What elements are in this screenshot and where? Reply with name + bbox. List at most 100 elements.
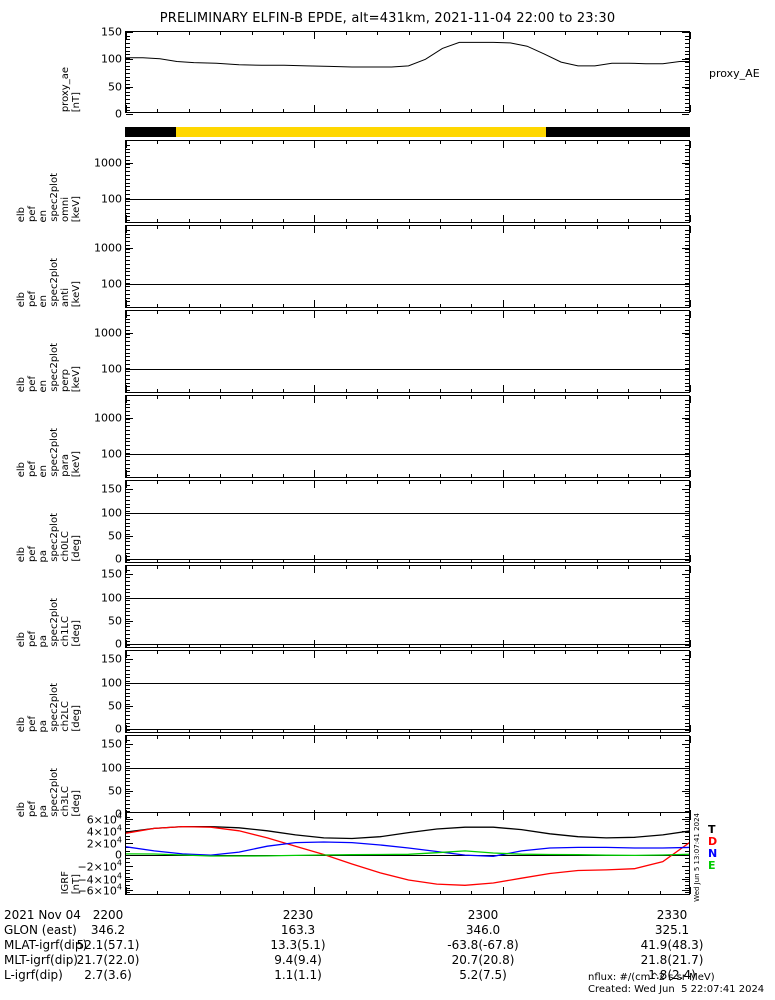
y-tick-label: 50 — [108, 614, 122, 628]
y-tick-minor — [126, 638, 130, 639]
y-tick-minor — [126, 407, 130, 408]
x-tick-minor — [565, 396, 566, 399]
x-tick-minor — [660, 566, 661, 569]
y-tick-minor — [685, 604, 689, 605]
x-tick-minor — [189, 813, 190, 816]
x-tick-minor — [157, 813, 158, 816]
y-tick-minor — [685, 330, 689, 331]
x-tick-minor — [283, 559, 284, 562]
x-tick-major — [503, 470, 504, 477]
y-tick-minor — [126, 615, 130, 616]
x-tick-minor — [283, 566, 284, 569]
y-tick-minor — [126, 475, 130, 476]
y-tick-minor — [685, 800, 689, 801]
x-tick-major — [126, 555, 127, 562]
y-tick-minor — [685, 704, 689, 705]
x-tick-minor — [597, 729, 598, 732]
y-tick-minor — [685, 256, 689, 257]
y-tick-minor — [685, 541, 689, 542]
x-tick-minor — [314, 304, 315, 307]
x-tick-minor — [503, 644, 504, 647]
x-tick-minor — [471, 109, 472, 112]
ytitle-word: [deg] — [71, 535, 82, 562]
x-tick-minor — [660, 651, 661, 654]
x-tick-minor — [252, 891, 253, 894]
y-tick-minor — [685, 349, 689, 350]
x-tick-minor — [628, 481, 629, 484]
y-tick-minor — [126, 556, 130, 557]
footer-cell: 1.8(2.4) — [648, 968, 696, 982]
y-tick-minor — [685, 379, 689, 380]
x-tick-minor — [409, 729, 410, 732]
legend-item-d: D — [708, 835, 718, 848]
x-tick-minor — [314, 226, 315, 229]
baseline-rule — [126, 729, 689, 730]
x-tick-major — [314, 555, 315, 562]
x-tick-minor — [409, 736, 410, 739]
x-tick-major — [314, 215, 315, 222]
y-tick-minor — [685, 592, 689, 593]
y-tick-minor — [126, 811, 130, 812]
y-tick-minor — [126, 781, 130, 782]
y-tick-minor — [685, 839, 689, 840]
x-tick-minor — [534, 566, 535, 569]
y-tick-minor — [685, 264, 689, 265]
y-tick-minor — [685, 194, 689, 195]
x-tick-minor — [346, 226, 347, 229]
y-tick-minor — [126, 770, 130, 771]
y-tick-minor — [685, 545, 689, 546]
y-tick-minor — [126, 685, 130, 686]
y-tick-minor — [685, 789, 689, 790]
y-tick-minor — [685, 156, 689, 157]
y-tick-minor — [685, 73, 689, 74]
y-tick-minor — [126, 851, 130, 852]
x-tick-minor — [503, 474, 504, 477]
y-tick-minor — [685, 47, 689, 48]
y-tick-minor — [126, 58, 130, 59]
y-tick-minor — [685, 400, 689, 401]
y-tick-minor — [685, 179, 689, 180]
y-tick-minor — [685, 475, 689, 476]
x-tick-minor — [660, 396, 661, 399]
x-tick-minor — [346, 729, 347, 732]
x-tick-minor — [565, 219, 566, 222]
y-tick-minor — [685, 888, 689, 889]
y-tick-minor — [685, 689, 689, 690]
x-tick-major — [126, 226, 127, 233]
y-tick-minor — [126, 759, 130, 760]
x-tick-minor — [628, 559, 629, 562]
y-tick-minor — [685, 209, 689, 210]
y-tick-minor — [126, 279, 130, 280]
x-tick-minor — [597, 389, 598, 392]
y-tick-minor — [126, 468, 130, 469]
x-tick-minor — [440, 304, 441, 307]
x-tick-minor — [660, 311, 661, 314]
y-tick-minor — [126, 619, 130, 620]
x-tick-minor — [314, 729, 315, 732]
x-tick-minor — [314, 566, 315, 569]
y-tick-minor — [685, 54, 689, 55]
y-tick-minor — [685, 319, 689, 320]
y-tick-minor — [685, 364, 689, 365]
y-tick-minor — [126, 256, 130, 257]
x-tick-minor — [597, 736, 598, 739]
x-tick-minor — [440, 644, 441, 647]
x-tick-minor — [660, 109, 661, 112]
x-tick-minor — [534, 109, 535, 112]
ytitle-word: anti — [60, 287, 71, 307]
x-tick-minor — [157, 891, 158, 894]
y-tick-label: 1000 — [94, 156, 122, 170]
footer-cell: 5.2(7.5) — [459, 968, 507, 982]
y-tick-minor — [685, 434, 689, 435]
x-tick-minor — [565, 729, 566, 732]
y-tick-minor — [685, 585, 689, 586]
x-tick-minor — [220, 729, 221, 732]
y-tick-minor — [685, 608, 689, 609]
y-tick-minor — [685, 549, 689, 550]
y-tick-minor — [126, 821, 130, 822]
x-tick-minor — [440, 311, 441, 314]
x-tick-minor — [597, 813, 598, 816]
x-tick-major — [314, 481, 315, 488]
y-tick-minor — [126, 249, 130, 250]
x-tick-minor — [346, 396, 347, 399]
